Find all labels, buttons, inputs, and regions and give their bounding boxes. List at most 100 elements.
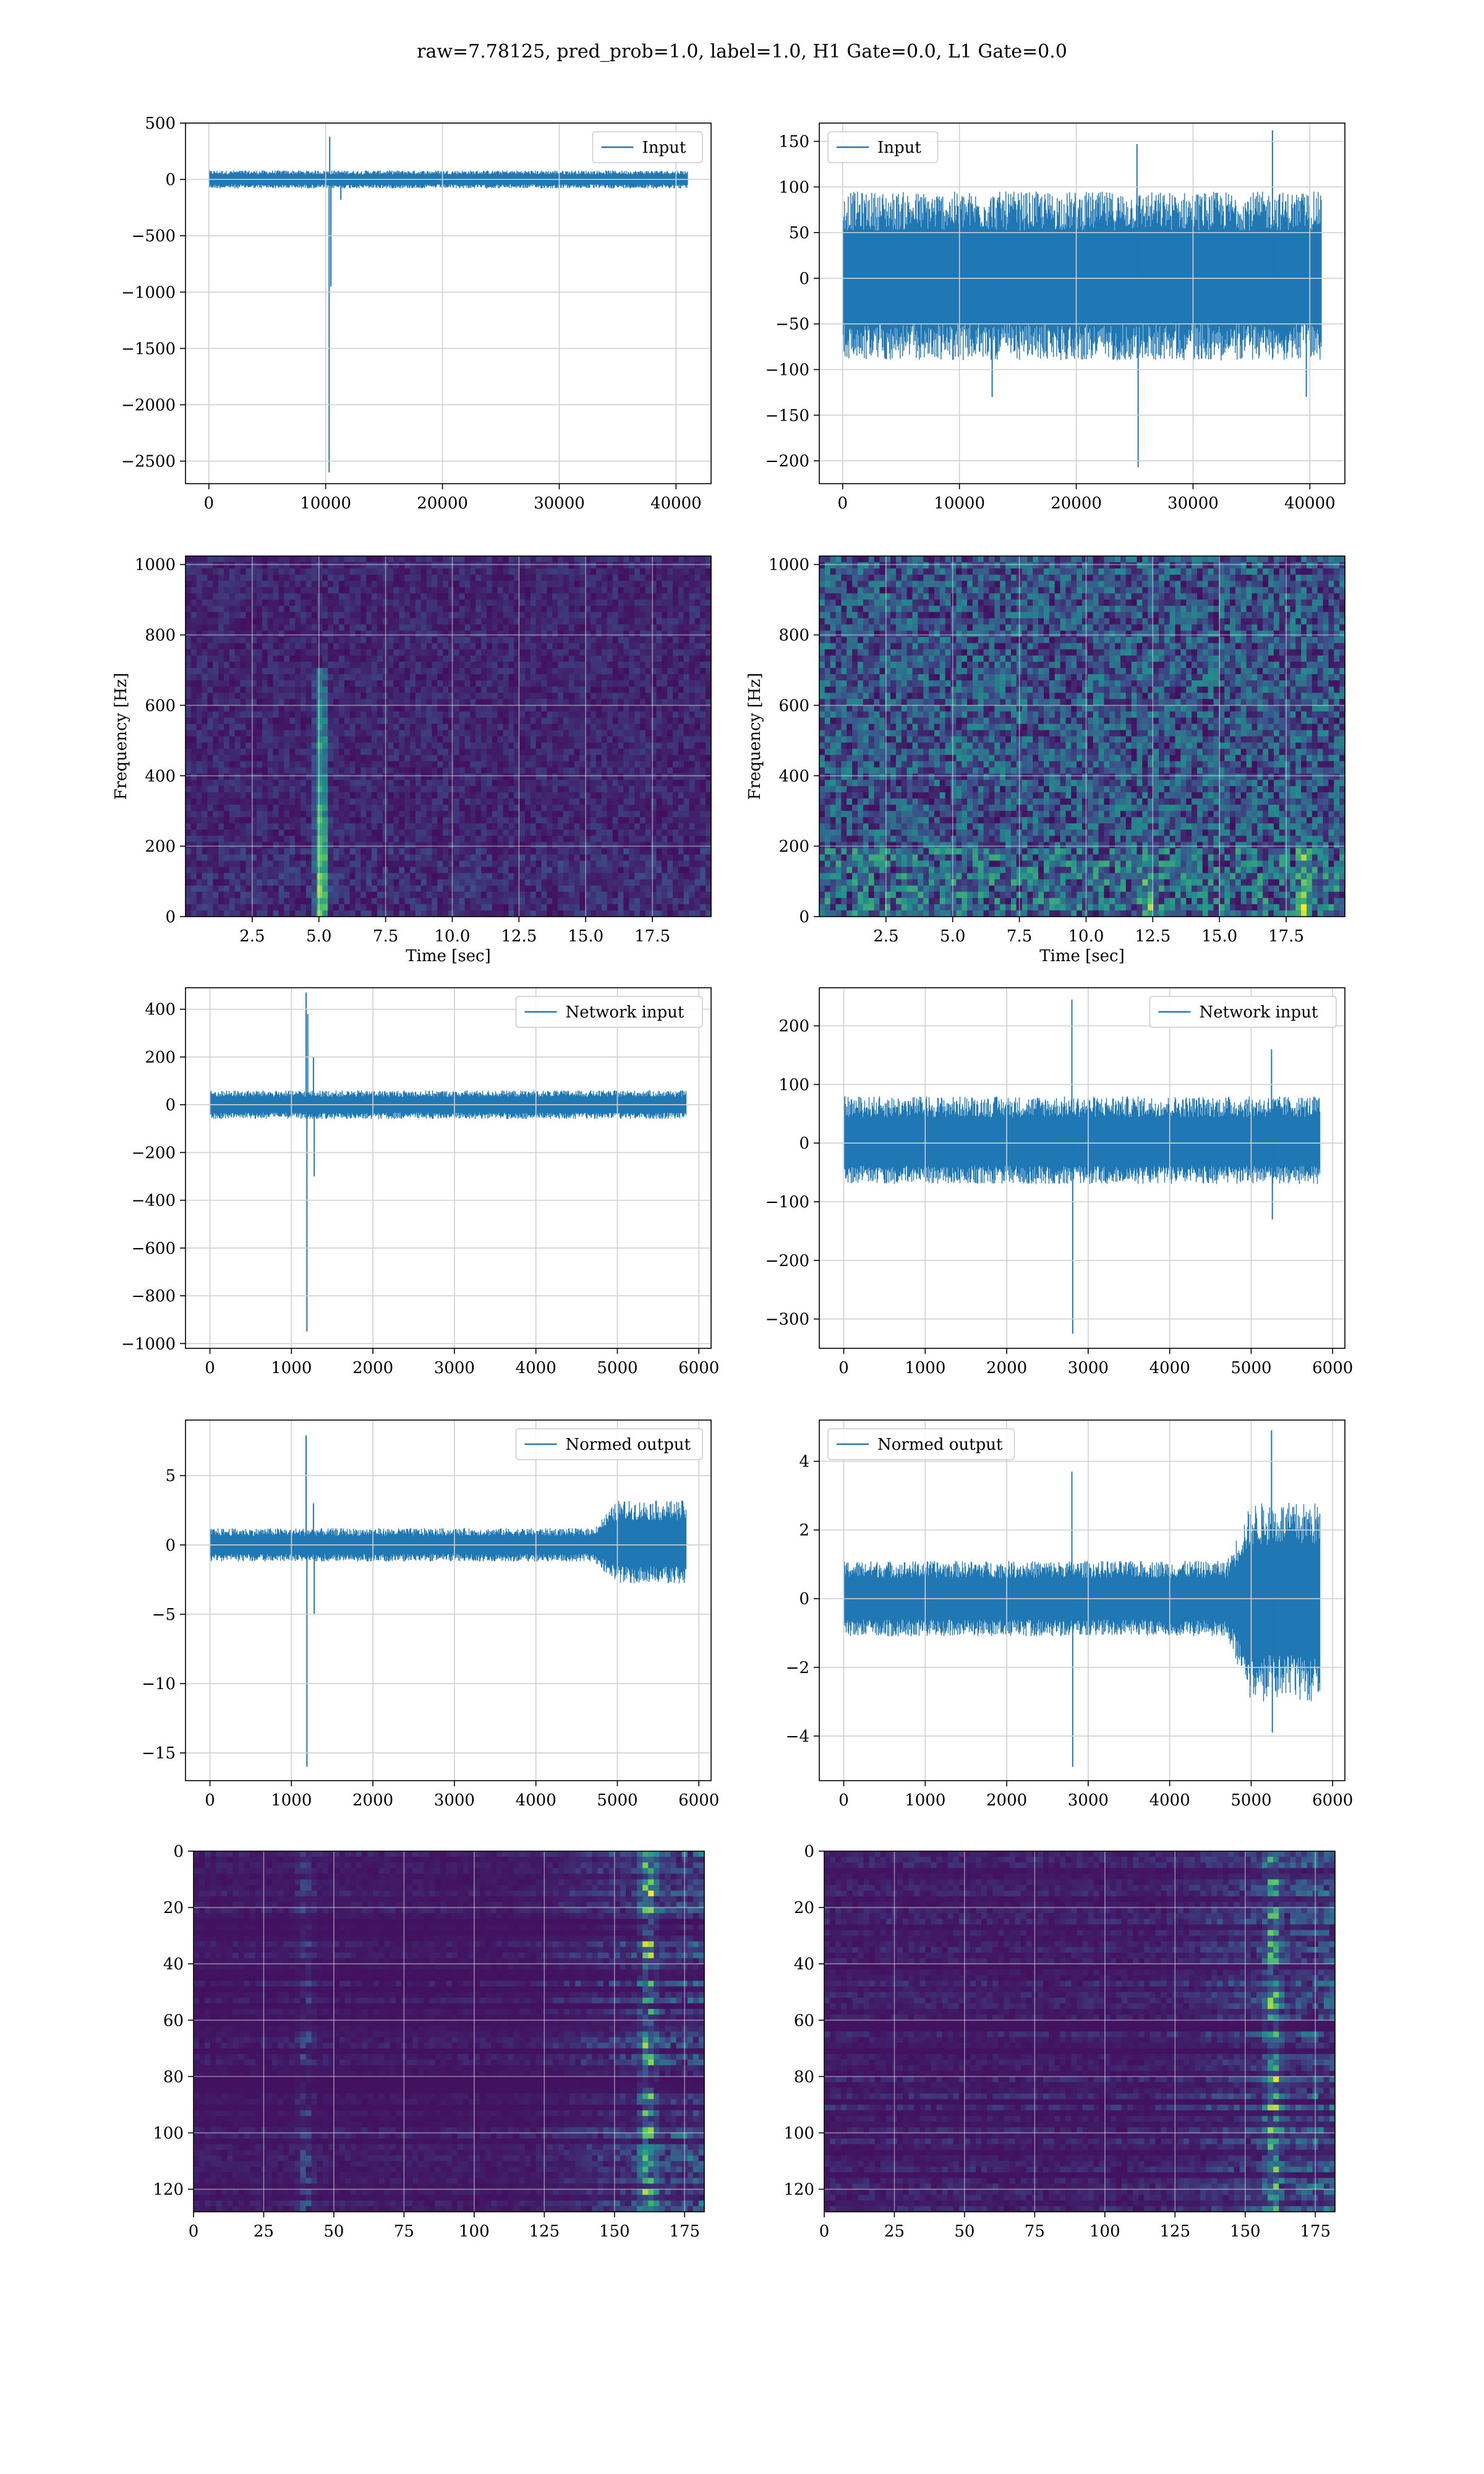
heat-cell [257, 705, 262, 712]
heat-cell [596, 643, 602, 650]
heat-cell [542, 599, 547, 606]
heat-cell [454, 829, 459, 836]
heat-cell [634, 867, 640, 874]
heat-cell [355, 625, 360, 631]
heat-cell [289, 606, 295, 612]
heat-cell [613, 867, 618, 874]
heat-cell [289, 687, 295, 693]
heat-cell [224, 755, 229, 762]
heat-cell [563, 743, 569, 750]
heat-cell [454, 662, 459, 669]
heat-cell [218, 680, 224, 687]
heat-cell [333, 556, 339, 563]
heat-cell [197, 625, 202, 631]
heat-cell [399, 811, 404, 818]
heat-cell [289, 805, 295, 811]
heat-cell [552, 904, 558, 911]
heat-cell [306, 743, 312, 750]
heat-cell [218, 625, 224, 631]
heat-cell [306, 717, 312, 724]
heat-cell [213, 705, 218, 712]
heat-cell [186, 836, 191, 842]
heat-cell [241, 599, 246, 606]
heat-cell [235, 910, 241, 917]
heat-cell [640, 829, 646, 836]
heat-cell [360, 575, 366, 581]
heat-cell [197, 656, 202, 662]
heat-cell [317, 680, 323, 687]
heat-cell [229, 649, 235, 656]
heat-cell [186, 829, 191, 836]
heat-cell [465, 811, 471, 818]
heat-cell [245, 811, 251, 818]
heat-cell [202, 805, 208, 811]
heat-cell [454, 886, 459, 892]
heat-cell [388, 768, 394, 774]
heat-cell [399, 562, 404, 569]
l1-input-axes: 0 10000 20000 30000 40000150100500−50−100−15… [765, 123, 1345, 513]
heat-cell [448, 805, 454, 811]
heat-cell [312, 717, 317, 724]
heat-cell [536, 786, 542, 793]
heat-cell [492, 587, 498, 594]
heat-cell [563, 768, 569, 774]
heat-cell [465, 792, 471, 799]
heat-cell [410, 811, 416, 818]
heat-cell [197, 593, 202, 600]
heat-cell [372, 625, 377, 631]
heat-cell [301, 786, 306, 793]
heat-cell [623, 656, 629, 662]
heat-cell [542, 910, 547, 917]
heat-cell [547, 817, 552, 824]
heat-cell [487, 643, 492, 650]
heat-cell [295, 662, 301, 669]
heat-cell [235, 898, 241, 905]
heat-cell [634, 792, 640, 799]
heat-cell [339, 873, 344, 880]
heat-cell [224, 606, 229, 612]
heat-cell [623, 792, 629, 799]
heat-cell [475, 737, 481, 743]
heat-cell [245, 886, 251, 892]
heat-cell [372, 737, 377, 743]
heat-cell [360, 829, 366, 836]
heat-cell [404, 717, 410, 724]
heat-cell [366, 606, 372, 612]
heat-cell [186, 861, 191, 868]
heat-cell [448, 786, 454, 793]
heat-cell [602, 693, 607, 700]
heat-cell [569, 705, 574, 712]
heat-cell [235, 867, 241, 874]
y-tick-label: 500 [145, 114, 176, 133]
heat-cell [596, 886, 602, 892]
heat-cell [207, 575, 213, 581]
heat-cell [388, 854, 394, 861]
heat-cell [634, 755, 640, 762]
heat-cell [508, 699, 514, 706]
heat-cell [421, 556, 427, 563]
heat-cell [591, 829, 596, 836]
heat-cell [235, 743, 241, 750]
heat-cell [273, 556, 279, 563]
heat-cell [602, 612, 607, 618]
heat-cell [607, 867, 613, 874]
heat-cell [508, 811, 514, 818]
heat-cell [229, 867, 235, 874]
heat-cell [268, 842, 273, 849]
heat-cell [569, 717, 574, 724]
heat-cell [569, 556, 574, 563]
heat-cell [213, 829, 218, 836]
heat-cell [542, 811, 547, 818]
heat-cell [355, 873, 360, 880]
heat-cell [503, 873, 509, 880]
heat-cell [322, 593, 328, 600]
heat-cell [224, 817, 229, 824]
heat-cell [273, 674, 279, 681]
heat-cell [322, 668, 328, 675]
heat-cell [416, 649, 421, 656]
heat-cell [224, 631, 229, 638]
heat-cell [459, 904, 465, 911]
heat-cell [646, 587, 651, 594]
heat-cell [525, 842, 531, 849]
heat-cell [607, 687, 613, 693]
